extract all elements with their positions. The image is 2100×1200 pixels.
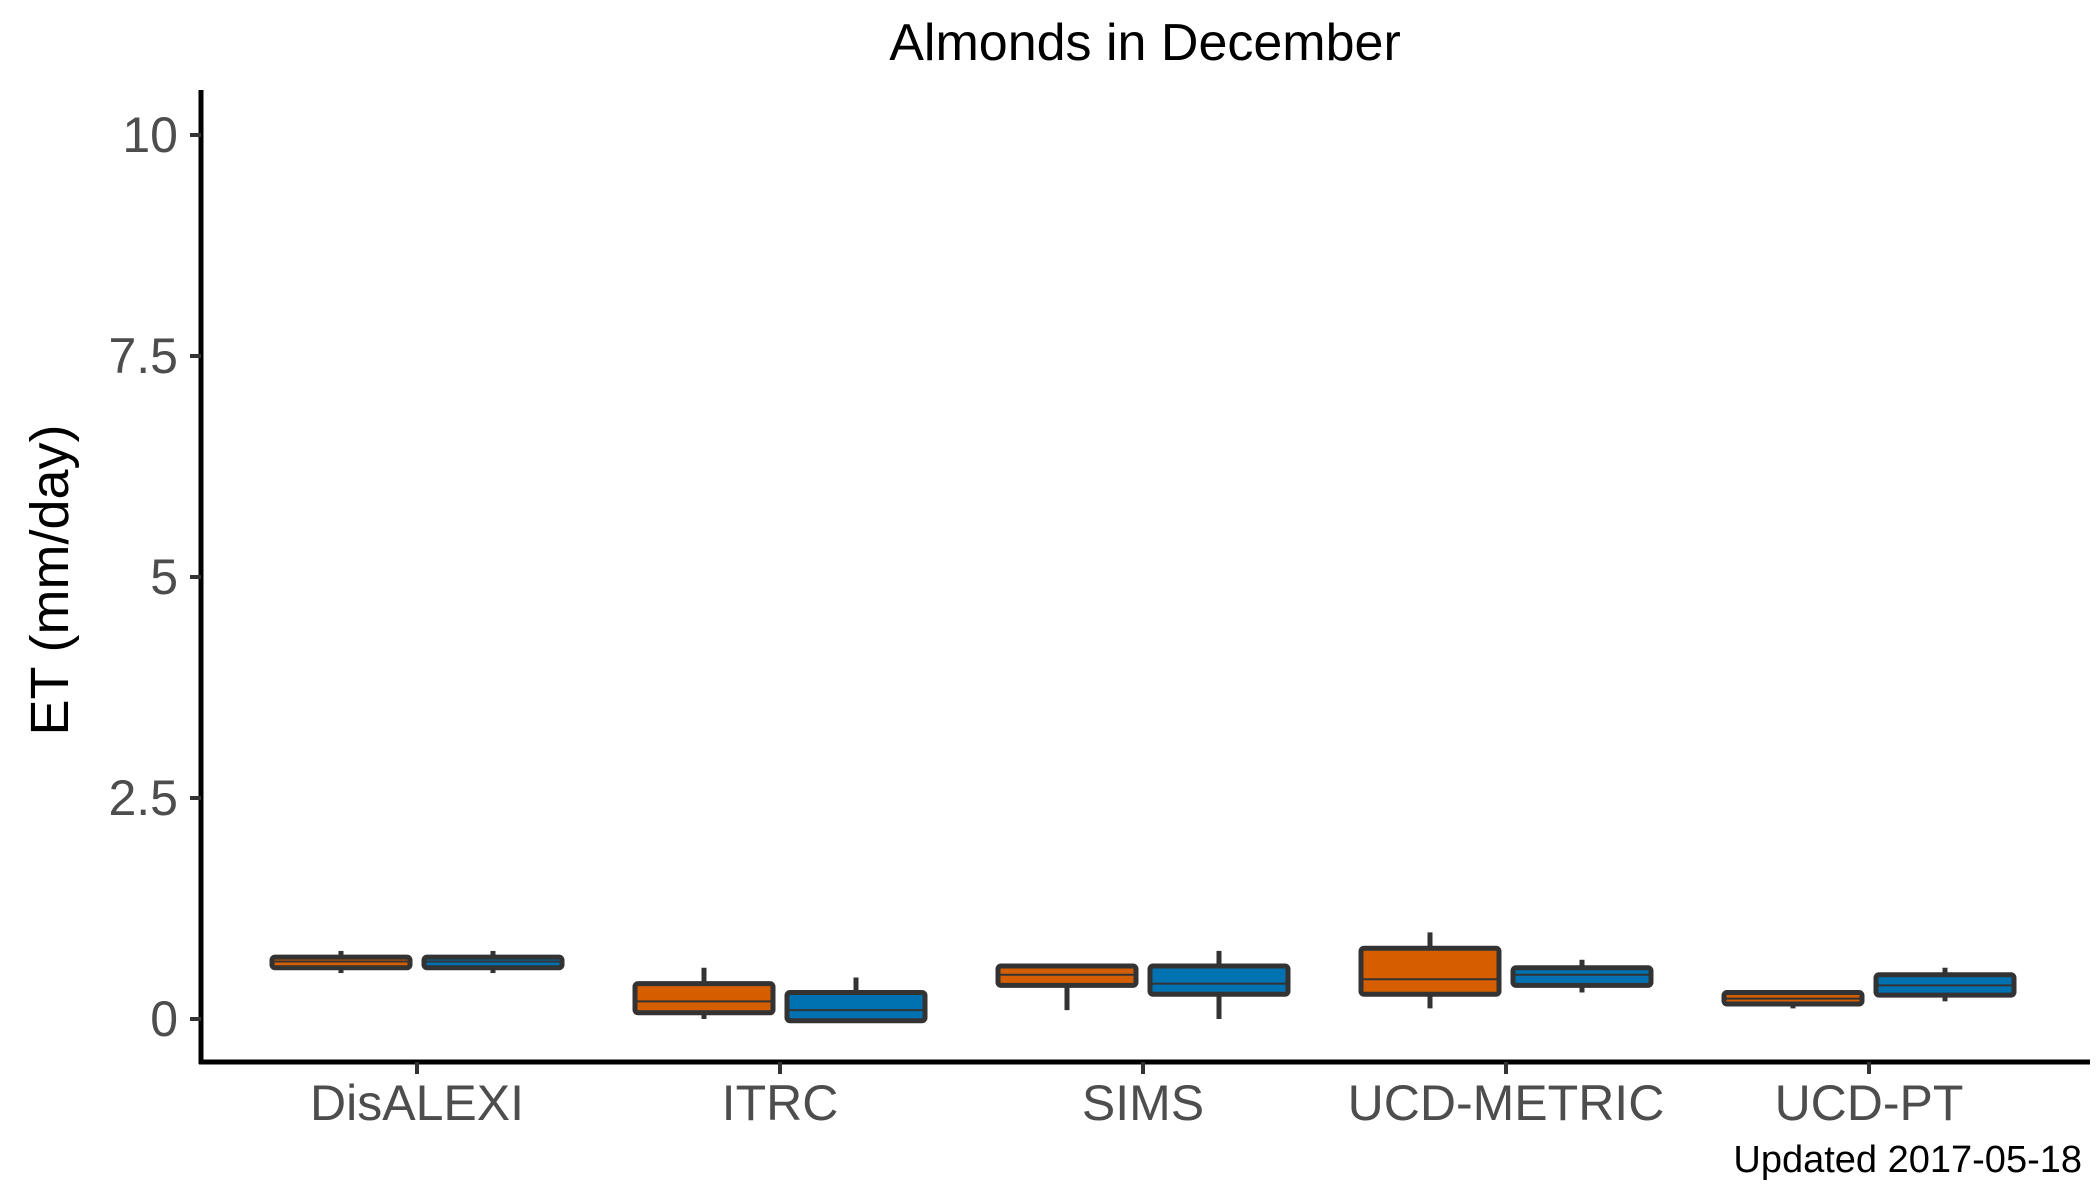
box-ucd-metric-1	[1510, 959, 1654, 993]
y-tick-label: 10	[122, 107, 178, 163]
y-tick-label: 2.5	[108, 770, 178, 826]
chart-title: Almonds in December	[889, 14, 1401, 72]
box-disalexi-1	[421, 950, 565, 974]
box-sims-1	[1147, 950, 1291, 1019]
box-body	[1510, 965, 1654, 988]
box-ucd-pt-0	[1721, 989, 1865, 1009]
box-sims-0	[995, 963, 1139, 1011]
box-itrc-1	[784, 977, 928, 1024]
x-ticks: DisALEXI ITRC SIMS UCD-METRIC UCD-PT	[310, 1062, 1963, 1131]
y-tick-label: 7.5	[108, 328, 178, 384]
box-ucd-pt-1	[1873, 967, 2017, 1002]
x-tick-label: UCD-PT	[1775, 1075, 1964, 1131]
box-body	[784, 989, 928, 1024]
y-tick-label: 0	[150, 991, 178, 1047]
x-tick-label: UCD-METRIC	[1348, 1075, 1665, 1131]
box-disalexi-0	[269, 950, 413, 974]
y-tick-label: 5	[150, 549, 178, 605]
box-ucd-metric-0	[1358, 932, 1502, 1009]
box-body	[632, 981, 776, 1016]
x-tick-label: DisALEXI	[310, 1075, 524, 1131]
updated-caption: Updated 2017-05-18	[1733, 1139, 2082, 1181]
box-itrc-0	[632, 967, 776, 1019]
box-body	[1147, 963, 1291, 997]
y-axis-label: ET (mm/day)	[20, 424, 80, 735]
y-ticks: 0 2.5 5 7.5 10	[108, 107, 201, 1047]
boxes-layer	[269, 932, 2017, 1024]
x-tick-label: SIMS	[1082, 1075, 1204, 1131]
x-tick-label: ITRC	[722, 1075, 839, 1131]
box-body	[1358, 945, 1502, 997]
